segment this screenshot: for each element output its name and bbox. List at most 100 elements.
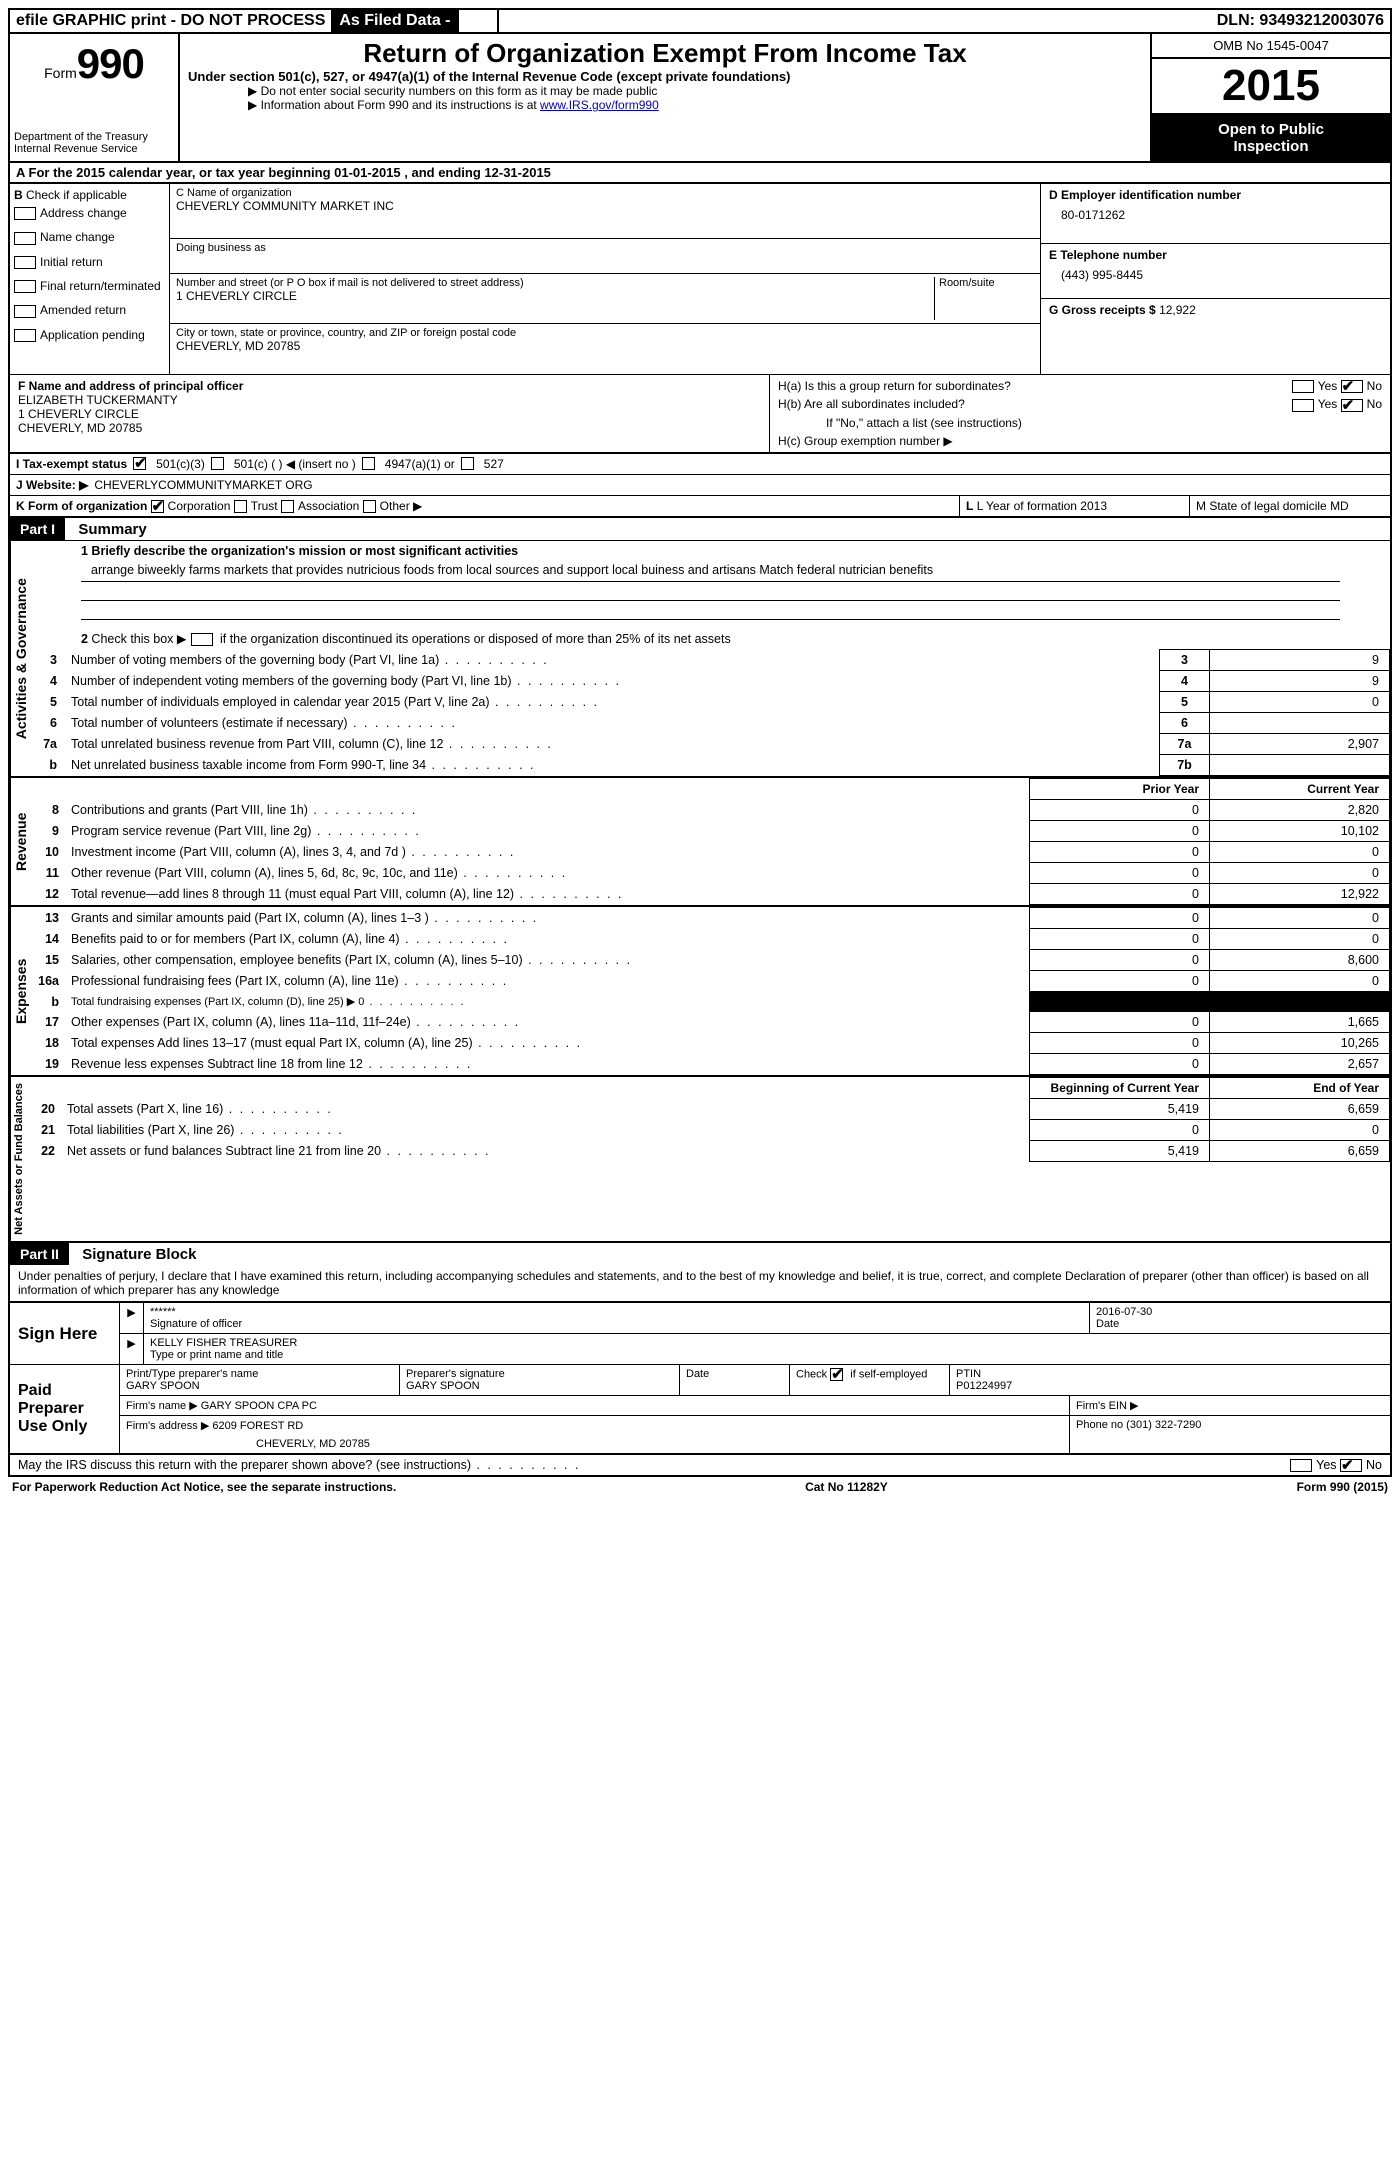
firm-city: CHEVERLY, MD 20785 <box>126 1432 1063 1450</box>
opt-name-change: Name change <box>40 230 115 244</box>
current-year-val: 0 <box>1210 971 1390 992</box>
officer-addr1: 1 CHEVERLY CIRCLE <box>18 407 761 421</box>
chk-final-return[interactable] <box>14 280 36 293</box>
perjury-text: Under penalties of perjury, I declare th… <box>10 1265 1390 1301</box>
street-label: Number and street (or P O box if mail is… <box>176 277 934 289</box>
line-num: 16a <box>31 971 65 992</box>
sig-date-label: Date <box>1096 1318 1384 1330</box>
chk-corp[interactable] <box>151 500 164 513</box>
part1-header: Part I <box>10 518 65 540</box>
revenue-table: Prior YearCurrent Year 8 Contributions a… <box>31 778 1390 905</box>
dba-label: Doing business as <box>176 242 1034 254</box>
firm-name: GARY SPOON CPA PC <box>201 1400 317 1412</box>
chk-discontinued[interactable] <box>191 633 213 646</box>
line-box: 5 <box>1160 692 1210 713</box>
open-inspection: Open to Public Inspection <box>1152 115 1390 161</box>
b-label: B <box>14 188 23 202</box>
current-year-val: 0 <box>1210 908 1390 929</box>
expenses-table: 13 Grants and similar amounts paid (Part… <box>31 907 1390 1075</box>
chk-discuss-no[interactable] <box>1340 1459 1362 1472</box>
prior-year-val: 0 <box>1030 800 1210 821</box>
website-value: CHEVERLYCOMMUNITYMARKET ORG <box>94 478 312 492</box>
prep-name-label: Print/Type preparer's name <box>126 1368 393 1380</box>
prior-year-val: 0 <box>1030 1012 1210 1033</box>
footer-right: Form 990 (2015) <box>1297 1480 1388 1494</box>
prior-year-val: 0 <box>1030 950 1210 971</box>
street-value: 1 CHEVERLY CIRCLE <box>176 289 934 303</box>
chk-address-change[interactable] <box>14 207 36 220</box>
black-cell <box>1210 992 1390 1012</box>
d-ein-label: D Employer identification number <box>1049 188 1382 202</box>
chk-4947[interactable] <box>362 457 375 470</box>
prior-year-val: 0 <box>1030 971 1210 992</box>
line-desc: Total revenue—add lines 8 through 11 (mu… <box>65 884 1030 905</box>
line-num: 10 <box>31 842 65 863</box>
line-desc: Professional fundraising fees (Part IX, … <box>65 971 1030 992</box>
line-val: 0 <box>1210 692 1390 713</box>
column-c: C Name of organization CHEVERLY COMMUNIT… <box>170 184 1040 374</box>
chk-501c[interactable] <box>211 457 224 470</box>
chk-initial-return[interactable] <box>14 256 36 269</box>
chk-assoc[interactable] <box>281 500 294 513</box>
phone-value: (443) 995-8445 <box>1049 262 1382 282</box>
line-desc: Salaries, other compensation, employee b… <box>65 950 1030 971</box>
k-label: K Form of organization <box>16 499 147 513</box>
line-num: 21 <box>27 1120 61 1141</box>
line-desc: Total number of volunteers (estimate if … <box>65 713 1160 734</box>
part2-header: Part II <box>10 1243 69 1265</box>
chk-self-employed[interactable] <box>830 1368 843 1381</box>
line-num: 18 <box>31 1033 65 1054</box>
blank-box <box>459 10 499 32</box>
ha-text: H(a) Is this a group return for subordin… <box>778 379 1011 393</box>
chk-ha-yes[interactable] <box>1292 380 1314 393</box>
chk-hb-no[interactable] <box>1341 399 1363 412</box>
info-text: ▶ Information about Form 990 and its ins… <box>248 98 540 112</box>
firm-name-label: Firm's name ▶ <box>126 1400 198 1412</box>
discuss-row: May the IRS discuss this return with the… <box>10 1454 1390 1475</box>
chk-amended[interactable] <box>14 305 36 318</box>
e-phone-label: E Telephone number <box>1049 248 1382 262</box>
k-trust: Trust <box>251 499 278 513</box>
section-bcd: B Check if applicable Address change Nam… <box>8 184 1392 374</box>
mission-text: arrange biweekly farms markets that prov… <box>31 561 1390 579</box>
line-desc: Investment income (Part VIII, column (A)… <box>65 842 1030 863</box>
title-center: Return of Organization Exempt From Incom… <box>180 34 1150 161</box>
ptin-label: PTIN <box>956 1368 1384 1380</box>
part1-title: Summary <box>68 521 146 538</box>
dln-cell: DLN: 93493212003076 <box>1211 10 1390 32</box>
line-box: 3 <box>1160 650 1210 671</box>
chk-other[interactable] <box>363 500 376 513</box>
line-num: 6 <box>31 713 65 734</box>
current-year-val: 2,820 <box>1210 800 1390 821</box>
as-filed-label: As Filed Data - <box>333 10 458 32</box>
chk-trust[interactable] <box>234 500 247 513</box>
prior-year-val: 0 <box>1030 884 1210 905</box>
chk-ha-no[interactable] <box>1341 380 1363 393</box>
chk-name-change[interactable] <box>14 232 36 245</box>
chk-527[interactable] <box>461 457 474 470</box>
prior-year-val: 5,419 <box>1030 1141 1210 1162</box>
line-num: 11 <box>31 863 65 884</box>
signature-block: Sign Here ▶ ****** Signature of officer … <box>8 1303 1392 1477</box>
h-block: H(a) Is this a group return for subordin… <box>770 375 1390 452</box>
irs-link[interactable]: www.IRS.gov/form990 <box>540 98 659 112</box>
city-label: City or town, state or province, country… <box>176 327 1034 339</box>
opt-final-return: Final return/terminated <box>40 279 161 293</box>
f-officer: F Name and address of principal officer … <box>10 375 770 452</box>
prep-name: GARY SPOON <box>126 1380 393 1392</box>
line-desc: Total liabilities (Part X, line 26) <box>61 1120 1030 1141</box>
column-deg: D Employer identification number 80-0171… <box>1040 184 1390 374</box>
k-other: Other ▶ <box>380 499 423 513</box>
chk-hb-yes[interactable] <box>1292 399 1314 412</box>
chk-app-pending[interactable] <box>14 329 36 342</box>
col-beginning-year: Beginning of Current Year <box>1030 1078 1210 1099</box>
line-box: 4 <box>1160 671 1210 692</box>
footer-cat: Cat No 11282Y <box>805 1480 888 1494</box>
prep-sig-label: Preparer's signature <box>406 1368 673 1380</box>
dln-label: DLN: <box>1217 12 1255 29</box>
current-year-val: 10,265 <box>1210 1033 1390 1054</box>
chk-501c3[interactable] <box>133 457 146 470</box>
prior-year-val: 0 <box>1030 1054 1210 1075</box>
part-1: Part I Summary Activities & Governance 1… <box>8 518 1392 1303</box>
chk-discuss-yes[interactable] <box>1290 1459 1312 1472</box>
